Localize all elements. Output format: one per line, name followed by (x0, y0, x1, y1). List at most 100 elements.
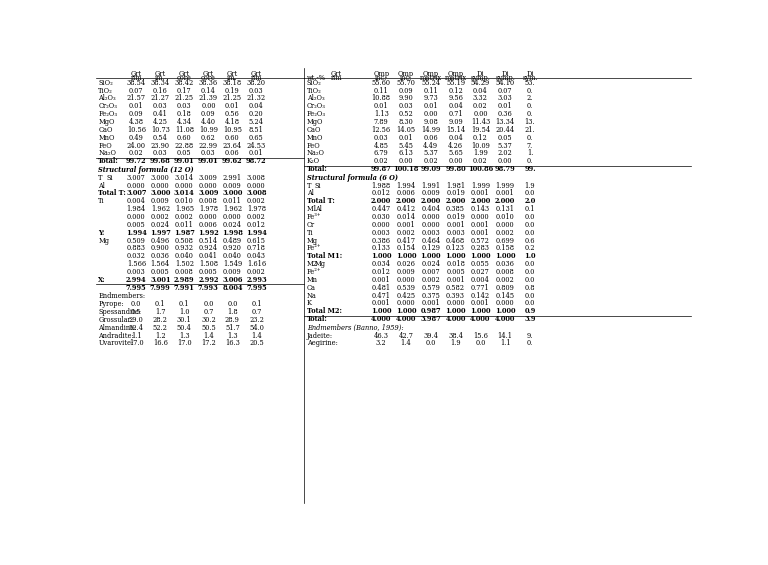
Text: 55.19: 55.19 (446, 79, 465, 87)
Text: 0.514: 0.514 (199, 237, 218, 245)
Text: matrix: matrix (420, 75, 442, 82)
Text: 21.: 21. (525, 126, 535, 134)
Text: 0.: 0. (527, 340, 533, 347)
Text: 1.3: 1.3 (179, 332, 190, 340)
Text: 0.002: 0.002 (496, 229, 515, 237)
Text: 0.12: 0.12 (473, 134, 488, 142)
Text: 99.09: 99.09 (421, 165, 441, 173)
Text: Al₂O₃: Al₂O₃ (98, 94, 116, 102)
Text: 1.994: 1.994 (246, 229, 266, 237)
Text: 0.032: 0.032 (127, 253, 146, 260)
Text: Mn: Mn (306, 276, 318, 284)
Text: 0.02: 0.02 (473, 102, 488, 110)
Text: 0.014: 0.014 (396, 213, 415, 221)
Text: 0.0: 0.0 (227, 300, 237, 308)
Text: 2.0: 2.0 (525, 197, 535, 205)
Text: 1.13: 1.13 (374, 110, 389, 118)
Text: 1.000: 1.000 (470, 253, 491, 260)
Text: 42.7: 42.7 (399, 332, 413, 340)
Text: 0.01: 0.01 (374, 102, 389, 110)
Text: inc.: inc. (400, 75, 412, 82)
Text: Grt: Grt (179, 70, 190, 78)
Text: 0.572: 0.572 (471, 237, 490, 245)
Text: TiO₂: TiO₂ (98, 86, 113, 94)
Text: Almandine:: Almandine: (98, 324, 137, 332)
Text: 10.88: 10.88 (372, 94, 391, 102)
Text: 0.5: 0.5 (131, 308, 141, 316)
Text: 0.987: 0.987 (421, 307, 441, 315)
Text: 16.6: 16.6 (153, 340, 167, 347)
Text: Fe₂O₃: Fe₂O₃ (98, 110, 118, 118)
Text: 52.2: 52.2 (153, 324, 167, 332)
Text: 99.87: 99.87 (371, 165, 392, 173)
Text: 4.000: 4.000 (445, 315, 465, 323)
Text: 0.0: 0.0 (525, 213, 535, 221)
Text: 0.06: 0.06 (423, 134, 438, 142)
Text: 0.001: 0.001 (372, 299, 391, 307)
Text: 1.: 1. (527, 149, 533, 158)
Text: 1.965: 1.965 (175, 205, 194, 213)
Text: 10.95: 10.95 (223, 126, 242, 134)
Text: 0.0: 0.0 (525, 260, 535, 268)
Text: Cr: Cr (306, 221, 315, 229)
Text: 0.718: 0.718 (247, 245, 266, 253)
Text: SiO₂: SiO₂ (306, 79, 322, 87)
Text: 2.: 2. (527, 94, 533, 102)
Text: 0.01: 0.01 (249, 149, 263, 158)
Text: 0.040: 0.040 (175, 253, 194, 260)
Text: 2.000: 2.000 (470, 197, 491, 205)
Text: 12.56: 12.56 (372, 126, 391, 134)
Text: 0.000: 0.000 (175, 181, 194, 190)
Text: 0.001: 0.001 (471, 299, 490, 307)
Text: 0.002: 0.002 (422, 276, 440, 284)
Text: rim: rim (131, 75, 142, 82)
Text: 0.496: 0.496 (151, 237, 170, 245)
Text: Mg: Mg (98, 237, 109, 245)
Text: 1.3: 1.3 (227, 332, 238, 340)
Text: 10.56: 10.56 (127, 126, 146, 134)
Text: 0.00: 0.00 (473, 110, 488, 118)
Text: 0.012: 0.012 (372, 189, 391, 197)
Text: 0.005: 0.005 (151, 268, 170, 276)
Text: 20.5: 20.5 (249, 340, 263, 347)
Text: Si: Si (106, 174, 113, 182)
Text: 4.000: 4.000 (371, 315, 392, 323)
Text: 0.145: 0.145 (495, 292, 515, 299)
Text: 0.03: 0.03 (374, 134, 389, 142)
Text: 0.000: 0.000 (199, 213, 217, 221)
Text: 1.99: 1.99 (473, 149, 488, 158)
Text: 0.000: 0.000 (471, 213, 490, 221)
Text: 15.6: 15.6 (473, 332, 488, 340)
Text: 38.42: 38.42 (175, 79, 194, 87)
Text: 99.68: 99.68 (150, 157, 170, 166)
Text: 0.65: 0.65 (249, 134, 263, 142)
Text: 0.: 0. (527, 86, 533, 94)
Text: 0.04: 0.04 (449, 134, 463, 142)
Text: 0.7: 0.7 (251, 308, 262, 316)
Text: 23.64: 23.64 (223, 142, 242, 150)
Text: 0.14: 0.14 (201, 86, 216, 94)
Text: 0.03: 0.03 (153, 102, 167, 110)
Text: 54.10: 54.10 (495, 79, 515, 87)
Text: 0.425: 0.425 (396, 292, 415, 299)
Text: 23.90: 23.90 (151, 142, 170, 150)
Text: 1.000: 1.000 (495, 307, 515, 315)
Text: 0.447: 0.447 (372, 205, 391, 213)
Text: 0.49: 0.49 (129, 134, 144, 142)
Text: 0.007: 0.007 (422, 268, 440, 276)
Text: K₂O: K₂O (306, 157, 320, 166)
Text: Structural formula (12 O): Structural formula (12 O) (98, 166, 194, 174)
Text: 0.01: 0.01 (423, 102, 438, 110)
Text: 0.03: 0.03 (177, 102, 192, 110)
Text: sym.: sym. (522, 75, 538, 82)
Text: 2.000: 2.000 (495, 197, 515, 205)
Text: 2.992: 2.992 (198, 276, 219, 284)
Text: 54.0: 54.0 (249, 324, 264, 332)
Text: Jadeite:: Jadeite: (306, 332, 333, 340)
Text: 0.18: 0.18 (177, 110, 192, 118)
Text: 1.0: 1.0 (179, 308, 190, 316)
Text: Omp: Omp (422, 70, 439, 78)
Text: 14.05: 14.05 (396, 126, 415, 134)
Text: 4.34: 4.34 (177, 118, 192, 126)
Text: 0.07: 0.07 (129, 86, 144, 94)
